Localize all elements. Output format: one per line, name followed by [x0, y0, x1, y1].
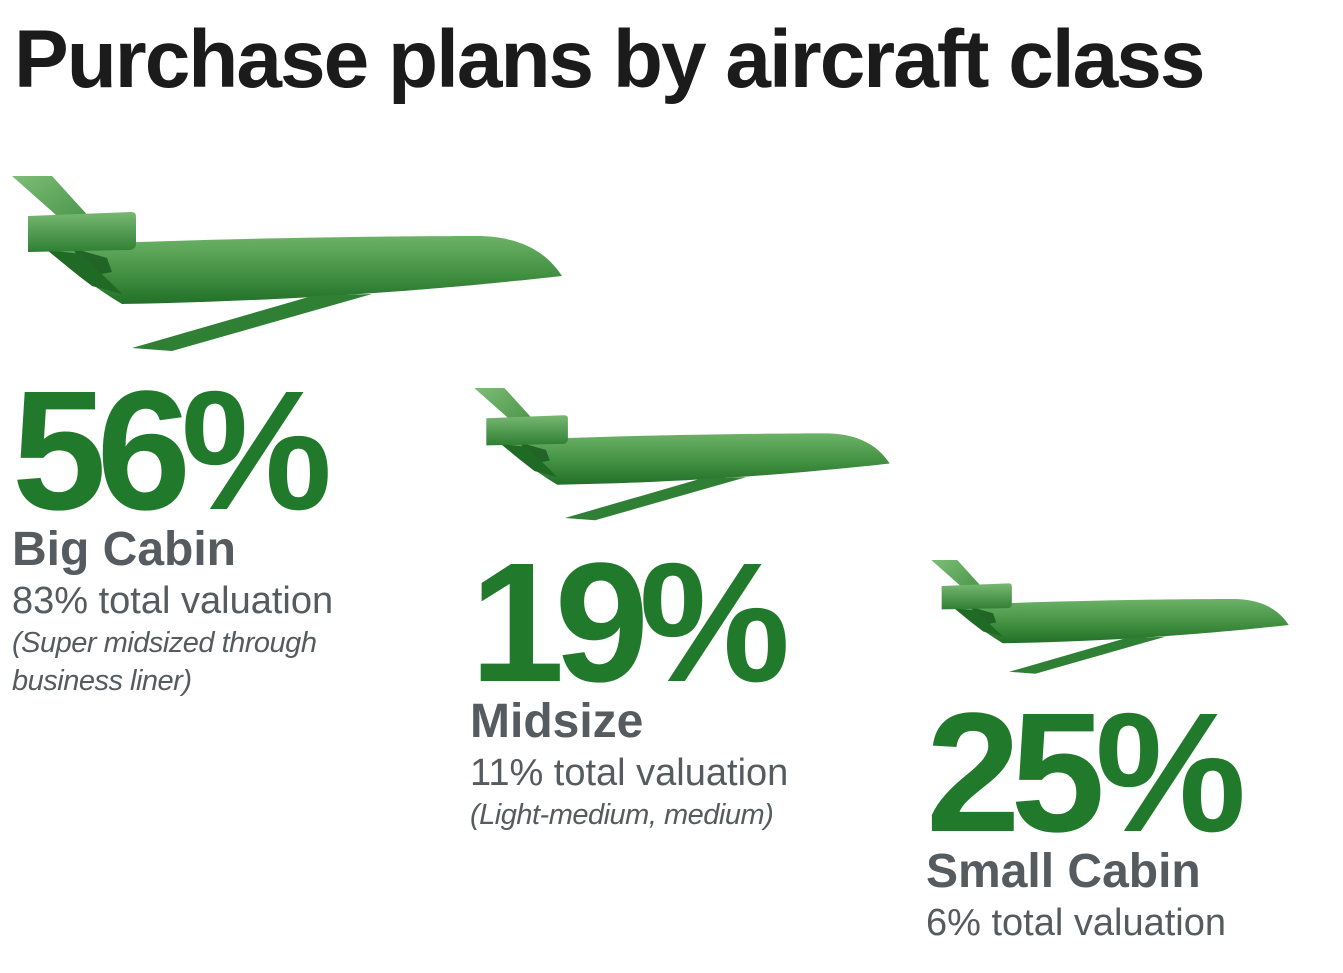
small-cabin-valuation: 6% total valuation — [926, 902, 1226, 944]
big-cabin-percent: 56% — [12, 356, 332, 546]
chart-title: Purchase plans by aircraft class — [14, 14, 1205, 105]
big-cabin-group: 56% Big Cabin 83% total valuation (Super… — [12, 356, 334, 700]
big-cabin-valuation: 83% total valuation — [12, 580, 334, 622]
airplane-icon — [474, 388, 890, 521]
midsize-valuation: 11% total valuation — [470, 752, 789, 794]
midsize-label: Midsize — [470, 695, 644, 748]
midsize-group: 19% Midsize 11% total valuation (Light-m… — [470, 528, 790, 834]
big-cabin-note-line-1: (Super midsized through — [12, 627, 317, 659]
midsize-note-line-1: (Light-medium, medium) — [470, 799, 774, 831]
airplane-icon — [931, 560, 1289, 674]
airplane-icon — [12, 176, 562, 351]
small-cabin-percent: 25% — [926, 678, 1246, 868]
big-cabin-label: Big Cabin — [12, 523, 236, 576]
small-cabin-group: 25% Small Cabin 6% total valuation — [926, 678, 1246, 946]
big-cabin-note-line-2: business liner) — [12, 665, 192, 697]
midsize-percent: 19% — [470, 528, 790, 718]
small-cabin-label: Small Cabin — [926, 845, 1201, 898]
